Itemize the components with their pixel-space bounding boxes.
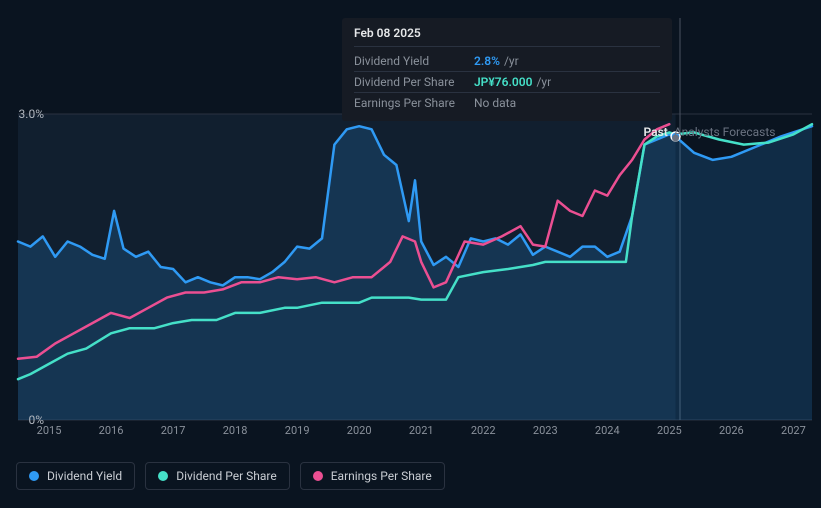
past-future-divider-label: Past Analysts Forecasts [644, 125, 776, 139]
x-axis-label: 2016 [99, 424, 124, 437]
tooltip-label: Dividend Per Share [354, 75, 474, 89]
legend-dot-icon [29, 471, 39, 481]
y-axis-label: 0% [28, 413, 44, 427]
x-axis-label: 2025 [657, 424, 682, 437]
future-label: Analysts Forecasts [674, 125, 776, 139]
tooltip-body: Dividend Yield2.8%/yrDividend Per ShareJ… [354, 51, 660, 113]
hover-tooltip: Feb 08 2025 Dividend Yield2.8%/yrDividen… [342, 18, 672, 121]
tooltip-value: 2.8% [474, 54, 500, 68]
x-axis-labels: 2015201620172018201920202021202220232024… [0, 424, 821, 440]
legend-item[interactable]: Dividend Yield [16, 462, 135, 490]
x-axis-label: 2018 [223, 424, 248, 437]
legend-dot-icon [158, 471, 168, 481]
tooltip-value: No data [474, 96, 516, 110]
legend-label: Dividend Yield [47, 469, 122, 483]
legend-dot-icon [313, 471, 323, 481]
x-axis-label: 2023 [533, 424, 558, 437]
tooltip-row: Earnings Per ShareNo data [354, 93, 660, 113]
legend-item[interactable]: Earnings Per Share [300, 462, 445, 490]
x-axis-label: 2020 [347, 424, 372, 437]
tooltip-suffix: /yr [504, 54, 519, 68]
x-axis-label: 2021 [409, 424, 434, 437]
x-axis-label: 2022 [471, 424, 496, 437]
past-label: Past [644, 125, 668, 139]
tooltip-date: Feb 08 2025 [354, 26, 660, 47]
chart-container: Feb 08 2025 Dividend Yield2.8%/yrDividen… [0, 0, 821, 508]
tooltip-row: Dividend Per ShareJP¥76.000/yr [354, 72, 660, 93]
x-axis-label: 2017 [161, 424, 186, 437]
tooltip-row: Dividend Yield2.8% /yr [354, 51, 660, 72]
tooltip-suffix: /yr [536, 75, 551, 89]
legend-label: Dividend Per Share [176, 469, 277, 483]
tooltip-value: JP¥76.000 [474, 75, 532, 89]
legend-item[interactable]: Dividend Per Share [145, 462, 290, 490]
x-axis-label: 2019 [285, 424, 310, 437]
tooltip-label: Earnings Per Share [354, 96, 474, 110]
x-axis-label: 2027 [781, 424, 806, 437]
x-axis-label: 2024 [595, 424, 620, 437]
legend-label: Earnings Per Share [331, 469, 432, 483]
x-axis-label: 2026 [719, 424, 744, 437]
y-axis-label: 3.0% [19, 107, 44, 121]
chart-legend: Dividend Yield Dividend Per Share Earnings… [16, 462, 445, 490]
tooltip-label: Dividend Yield [354, 54, 474, 68]
